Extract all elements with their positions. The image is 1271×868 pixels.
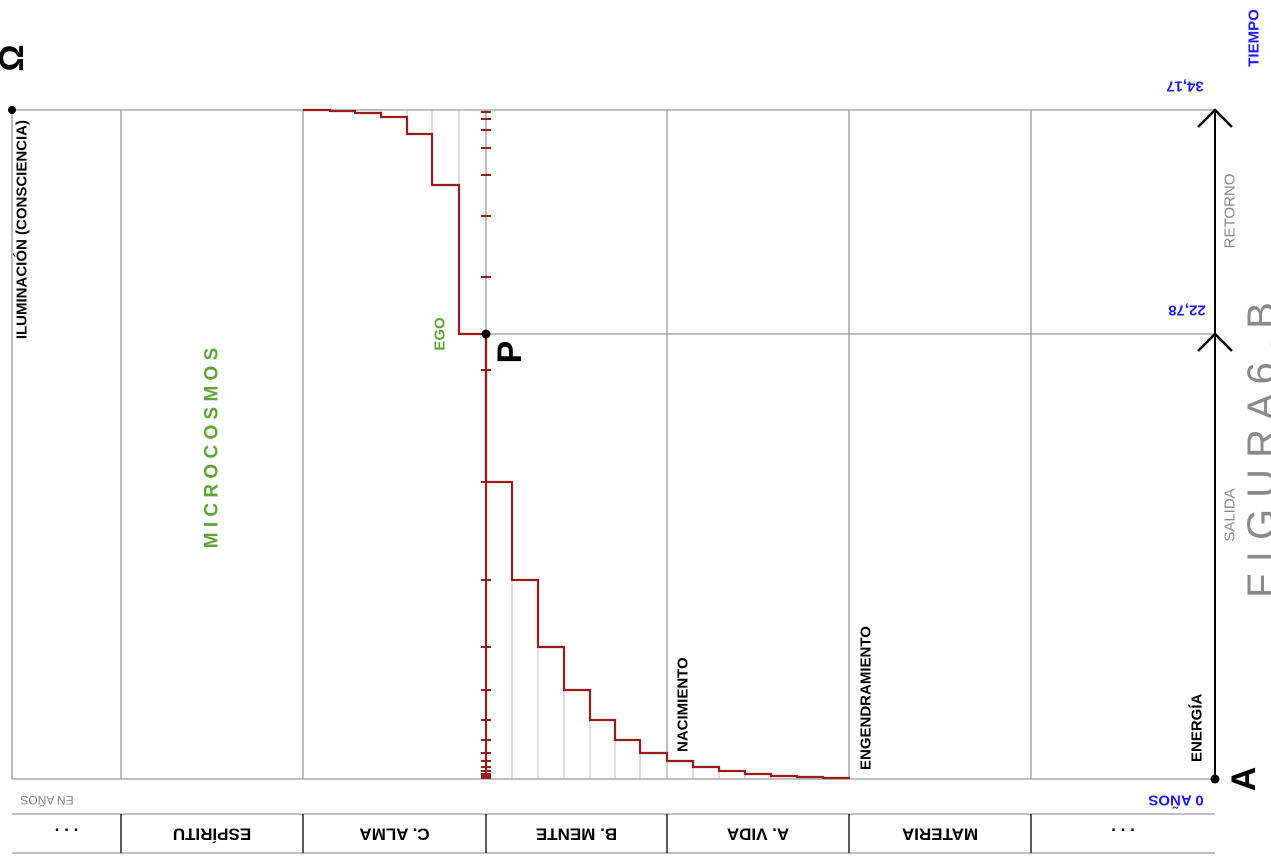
a-label: A — [1225, 767, 1263, 792]
value-mid: 22,78 — [1168, 302, 1206, 319]
bands-table: . . . ESPÍRITU C. ALMA B. MENTE A. VIDA MATER… — [12, 813, 1215, 854]
retorno-label: RETORNO — [1222, 174, 1239, 249]
en-anos-label: EN AÑOS — [20, 793, 73, 807]
microcosmos-label: M I C R O C O S M O S — [202, 348, 223, 549]
tiempo-label: TIEMPO — [1246, 9, 1263, 67]
a-dot — [1210, 774, 1220, 784]
time-axis — [1197, 108, 1233, 779]
omega-label: Ω — [0, 44, 31, 71]
band-label-4: A. VIDA — [727, 825, 789, 844]
band-label-2: C. ALMA — [359, 825, 429, 844]
engendramiento-label: ENGENDRAMIENTO — [858, 626, 875, 770]
band-label-0: . . . — [55, 825, 79, 844]
arrow-top-icon — [1197, 108, 1233, 128]
salida-label: SALIDA — [1222, 488, 1239, 541]
arrow-mid-icon — [1197, 332, 1233, 352]
grid-lines — [11, 109, 1215, 780]
omega-dot — [8, 106, 16, 114]
step-drop-lines — [329, 110, 824, 779]
ego-label: EGO — [432, 317, 449, 351]
p-label: P — [491, 341, 529, 364]
value-bottom: 0 AÑOS — [1148, 792, 1203, 810]
nacimiento-label: NACIMIENTO — [675, 657, 692, 752]
p-dot — [481, 329, 491, 339]
band-label-6: . . . — [1111, 825, 1135, 844]
value-top: 34,17 — [1166, 78, 1204, 95]
energia-label: ENERGÍA — [1189, 693, 1206, 762]
vertical-title: ILUMINACIÓN (CONSCIENCIA) — [13, 120, 31, 339]
band-label-5: MATERIA — [902, 825, 978, 844]
band-label-1: ESPÍRITU — [173, 825, 251, 844]
step-curve — [303, 108, 851, 780]
figura-label: F I G U R A 6 . B — [1240, 302, 1271, 598]
band-label-3: B. MENTE — [536, 825, 617, 844]
